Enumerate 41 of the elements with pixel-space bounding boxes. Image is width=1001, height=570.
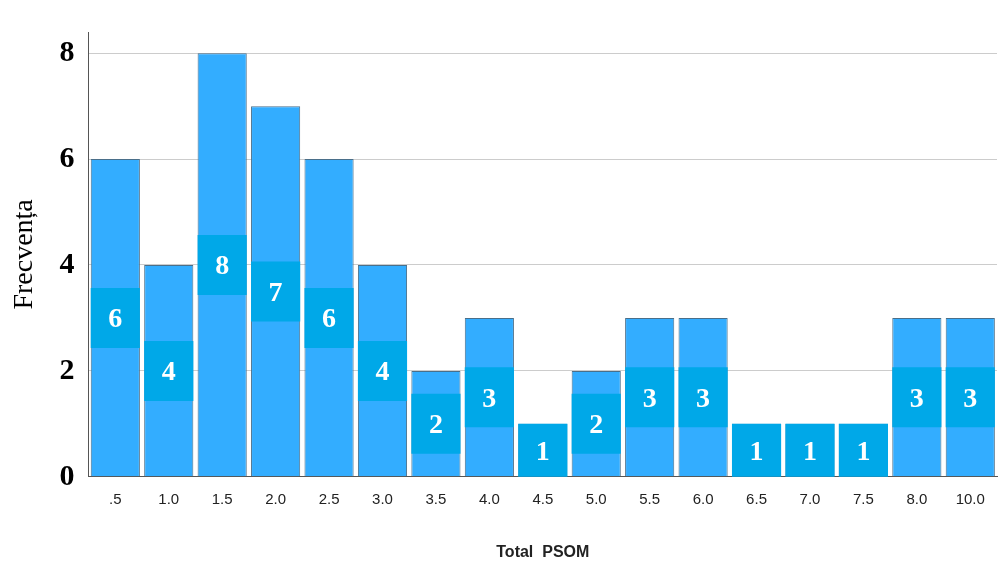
y-tick-label: 4 [59, 245, 75, 279]
x-tick-label: 6.5 [746, 489, 767, 507]
x-tick-label: 10.0 [955, 489, 985, 507]
y-tick-label: 2 [59, 351, 75, 385]
data-label: 1 [749, 434, 764, 466]
data-label: 6 [108, 302, 123, 334]
data-label: 3 [482, 381, 497, 413]
data-label: 6 [322, 302, 337, 334]
x-tick-label: 3.5 [425, 489, 447, 507]
data-label: 7 [268, 275, 283, 307]
x-tick-label: 7.5 [852, 489, 874, 507]
x-tick-label: 5.5 [639, 489, 661, 507]
data-label: 3 [642, 381, 657, 413]
data-label: 2 [589, 408, 604, 440]
x-tick-label: 4.5 [532, 489, 554, 507]
y-tick-label: 8 [59, 33, 75, 67]
x-tick-label: 4.0 [478, 489, 500, 507]
y-tick-label: 6 [59, 139, 75, 173]
x-tick-label: 1.5 [211, 489, 233, 507]
data-label: 1 [802, 434, 817, 466]
x-tick-label: 5.0 [585, 489, 607, 507]
x-axis-title: Total PSOM [496, 542, 590, 560]
y-axis-title: Frecvența [7, 198, 39, 310]
data-label: 4 [375, 355, 390, 387]
x-tick-label: 2.0 [265, 489, 287, 507]
data-label: 3 [909, 381, 924, 413]
data-label: 1 [856, 434, 871, 466]
data-label: 4 [161, 355, 176, 387]
data-label: 3 [963, 381, 978, 413]
x-tick-label: 3.0 [372, 489, 393, 507]
data-label: 8 [215, 249, 230, 281]
x-tick-label: 7.0 [799, 489, 821, 507]
data-label: 1 [535, 434, 550, 466]
x-tick-label: 8.0 [906, 489, 928, 507]
x-tick-label: 1.0 [158, 489, 180, 507]
data-label: 2 [428, 408, 443, 440]
x-tick-label: 2.5 [318, 489, 340, 507]
x-tick-label: 6.0 [692, 489, 714, 507]
x-tick-label: .5 [109, 489, 122, 507]
y-tick-label: 0 [59, 457, 75, 491]
data-label: 3 [696, 381, 711, 413]
